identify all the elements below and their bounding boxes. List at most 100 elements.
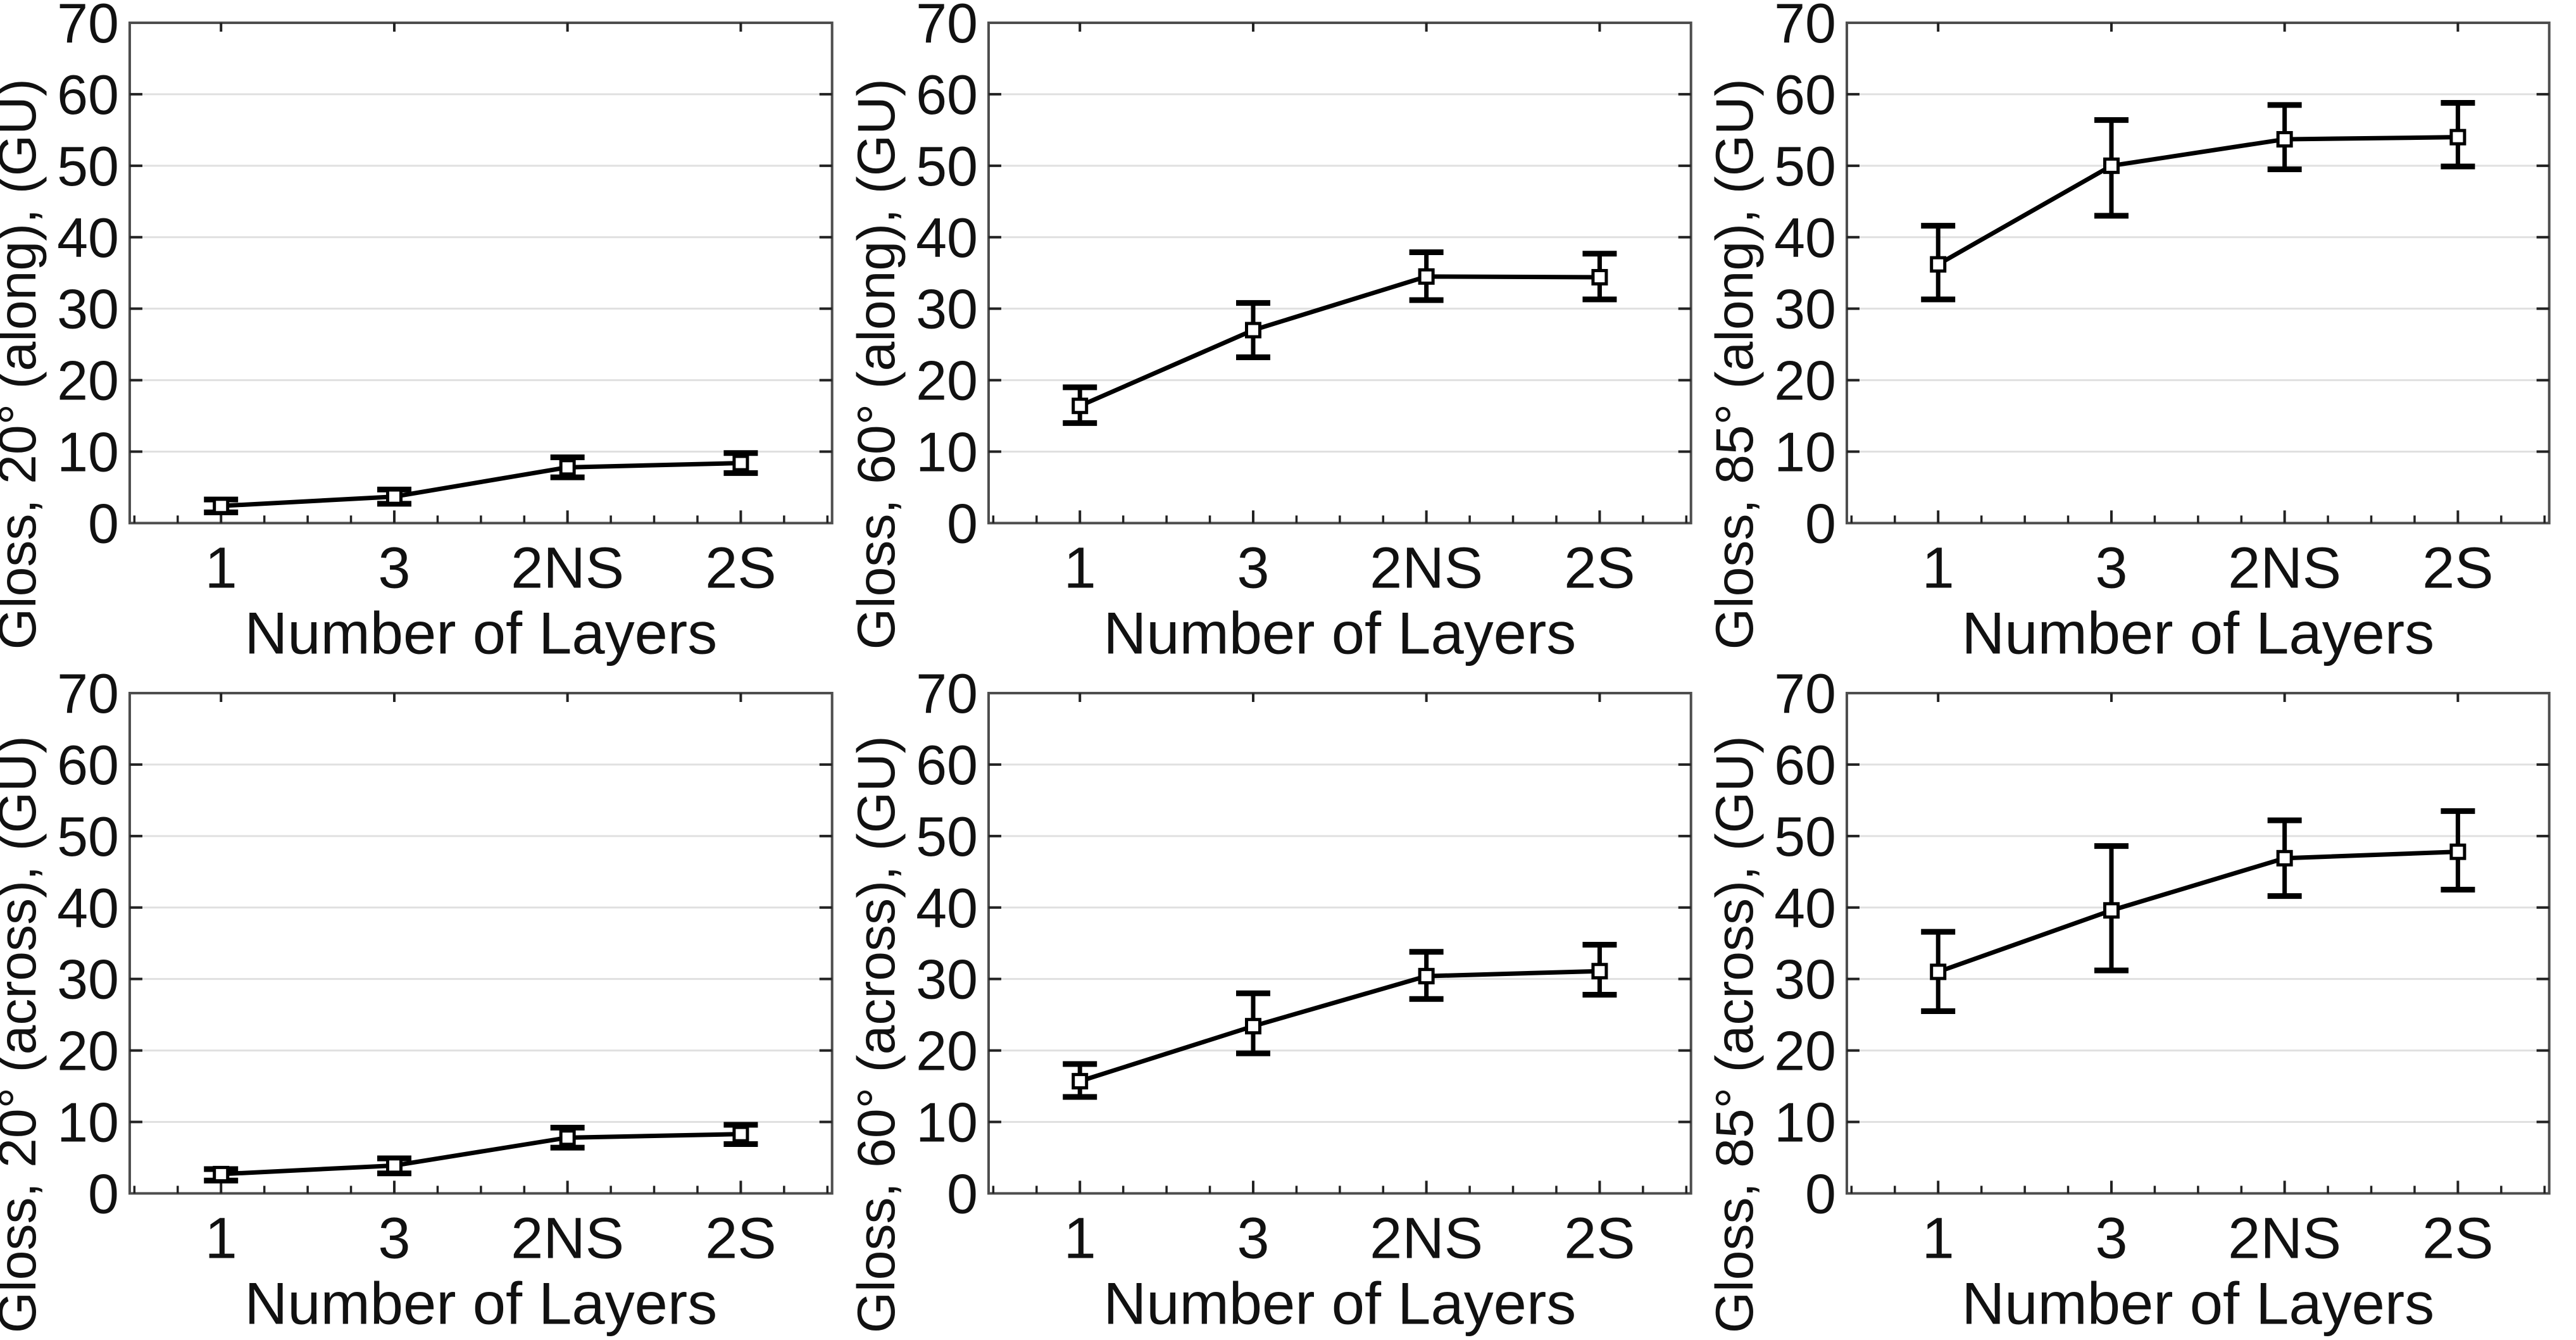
svg-text:30: 30 [1774, 278, 1836, 341]
axis-ticks [988, 692, 1691, 1193]
svg-text:1: 1 [1063, 1206, 1096, 1270]
y-gridlines [988, 93, 1691, 453]
svg-text:20: 20 [57, 349, 119, 412]
svg-text:50: 50 [1774, 805, 1836, 867]
svg-text:10: 10 [57, 420, 119, 483]
plot-frame [1846, 691, 2551, 1194]
svg-text:60: 60 [57, 733, 119, 796]
y-axis-label: Gloss, 85° (across), (GU) [1704, 736, 1764, 1333]
chart-gloss-85-along: 0 10 20 30 40 50 60 70 1 3 2NS 2S Gloss, 85° (along)… [1704, 0, 2576, 670]
svg-text:0: 0 [947, 1162, 978, 1225]
svg-text:0: 0 [1805, 492, 1836, 554]
svg-text:50: 50 [57, 135, 119, 197]
svg-text:10: 10 [916, 420, 978, 483]
y-axis-label: Gloss, 20° (across), (GU) [0, 736, 47, 1333]
x-tick-labels: 1 3 2NS 2S [1922, 535, 2494, 600]
axis-ticks [1847, 692, 2549, 1193]
svg-text:60: 60 [1774, 733, 1836, 796]
x-axis-label: Number of Layers [244, 1270, 717, 1336]
chart-gloss-60-along: 0 10 20 30 40 50 60 70 1 3 2NS 2S Gloss, 60° (along)… [846, 0, 1718, 670]
x-axis-label: Number of Layers [244, 599, 717, 666]
svg-text:3: 3 [1237, 1206, 1269, 1270]
data-markers [1930, 128, 2467, 273]
svg-text:40: 40 [1774, 206, 1836, 269]
svg-text:3: 3 [2096, 1206, 2128, 1270]
y-gridlines [129, 763, 832, 1123]
svg-text:40: 40 [57, 876, 119, 939]
svg-text:3: 3 [378, 1206, 410, 1270]
y-gridlines [1847, 763, 2549, 1123]
svg-text:1: 1 [1063, 535, 1096, 600]
y-axis-label: Gloss, 85° (along), (GU) [1704, 78, 1764, 649]
plot-frame [128, 691, 834, 1194]
svg-text:60: 60 [57, 63, 119, 126]
svg-text:30: 30 [1774, 948, 1836, 1010]
svg-text:40: 40 [1774, 876, 1836, 939]
svg-text:1: 1 [1922, 1206, 1954, 1270]
svg-text:20: 20 [1774, 349, 1836, 412]
svg-text:1: 1 [205, 1206, 237, 1270]
gloss-60-along-plot: 0 10 20 30 40 50 60 70 1 3 2NS 2S Gloss, 60° (along)… [846, 0, 1692, 666]
x-tick-labels: 1 3 2NS 2S [205, 1206, 777, 1270]
chart-gloss-60-across: 0 10 20 30 40 50 60 70 1 3 2NS 2S Gloss, 60° (across… [846, 662, 1718, 1340]
data-line [221, 461, 741, 508]
gloss-60-across-plot: 0 10 20 30 40 50 60 70 1 3 2NS 2S Gloss, 60° (across… [846, 662, 1692, 1336]
svg-text:20: 20 [916, 349, 978, 412]
axis-ticks [129, 23, 832, 523]
svg-text:10: 10 [1774, 420, 1836, 483]
y-tick-labels: 0 10 20 30 40 50 60 70 [1774, 0, 1836, 554]
data-line [1079, 274, 1600, 408]
y-gridlines [129, 93, 832, 453]
svg-text:0: 0 [88, 492, 119, 554]
svg-text:50: 50 [57, 805, 119, 867]
data-line [1937, 849, 2458, 974]
data-markers [1071, 962, 1608, 1089]
x-tick-labels: 1 3 2NS 2S [205, 535, 777, 600]
x-axis-label: Number of Layers [1962, 1270, 2435, 1336]
svg-text:30: 30 [916, 278, 978, 341]
y-tick-labels: 0 10 20 30 40 50 60 70 [1774, 662, 1836, 1225]
svg-text:20: 20 [57, 1019, 119, 1082]
y-axis-label: Gloss, 20° (along), (GU) [0, 78, 47, 649]
x-axis-label: Number of Layers [1103, 1270, 1576, 1336]
svg-text:40: 40 [916, 876, 978, 939]
y-gridlines [988, 763, 1691, 1123]
svg-text:10: 10 [57, 1091, 119, 1153]
axis-ticks [129, 692, 832, 1193]
svg-text:2NS: 2NS [2229, 535, 2342, 600]
x-tick-labels: 1 3 2NS 2S [1063, 535, 1635, 600]
svg-text:50: 50 [1774, 135, 1836, 197]
svg-text:60: 60 [1774, 63, 1836, 126]
svg-text:70: 70 [916, 662, 978, 725]
x-axis-label: Number of Layers [1103, 599, 1576, 666]
error-bars [1921, 808, 2475, 1014]
gloss-85-across-plot: 0 10 20 30 40 50 60 70 1 3 2NS 2S Gloss, 85° (across… [1704, 662, 2551, 1336]
svg-text:10: 10 [1774, 1091, 1836, 1153]
x-tick-labels: 1 3 2NS 2S [1063, 1206, 1635, 1270]
chart-gloss-85-across: 0 10 20 30 40 50 60 70 1 3 2NS 2S Gloss, 85° (across… [1704, 662, 2576, 1340]
y-gridlines [1847, 93, 2549, 453]
data-line [1079, 968, 1600, 1083]
y-tick-labels: 0 10 20 30 40 50 60 70 [57, 0, 119, 554]
svg-text:30: 30 [57, 948, 119, 1010]
y-axis-label: Gloss, 60° (across), (GU) [846, 736, 906, 1333]
y-tick-labels: 0 10 20 30 40 50 60 70 [57, 662, 119, 1225]
svg-text:40: 40 [916, 206, 978, 269]
svg-text:2NS: 2NS [511, 1206, 624, 1270]
gloss-85-along-plot: 0 10 20 30 40 50 60 70 1 3 2NS 2S Gloss, 85° (along)… [1704, 0, 2551, 666]
chart-gloss-20-along: 0 10 20 30 40 50 60 70 1 3 2NS 2S Gloss, 20° (along)… [0, 0, 859, 670]
error-bars [1062, 941, 1617, 1099]
svg-text:70: 70 [1774, 662, 1836, 725]
svg-text:70: 70 [57, 662, 119, 725]
svg-text:2NS: 2NS [1370, 1206, 1483, 1270]
svg-text:50: 50 [916, 805, 978, 867]
svg-text:70: 70 [1774, 0, 1836, 54]
data-markers [1930, 843, 2467, 980]
svg-text:60: 60 [916, 733, 978, 796]
svg-text:2S: 2S [705, 535, 776, 600]
svg-text:30: 30 [57, 278, 119, 341]
svg-text:2S: 2S [2422, 535, 2493, 600]
svg-text:2S: 2S [705, 1206, 776, 1270]
y-tick-labels: 0 10 20 30 40 50 60 70 [916, 662, 978, 1225]
